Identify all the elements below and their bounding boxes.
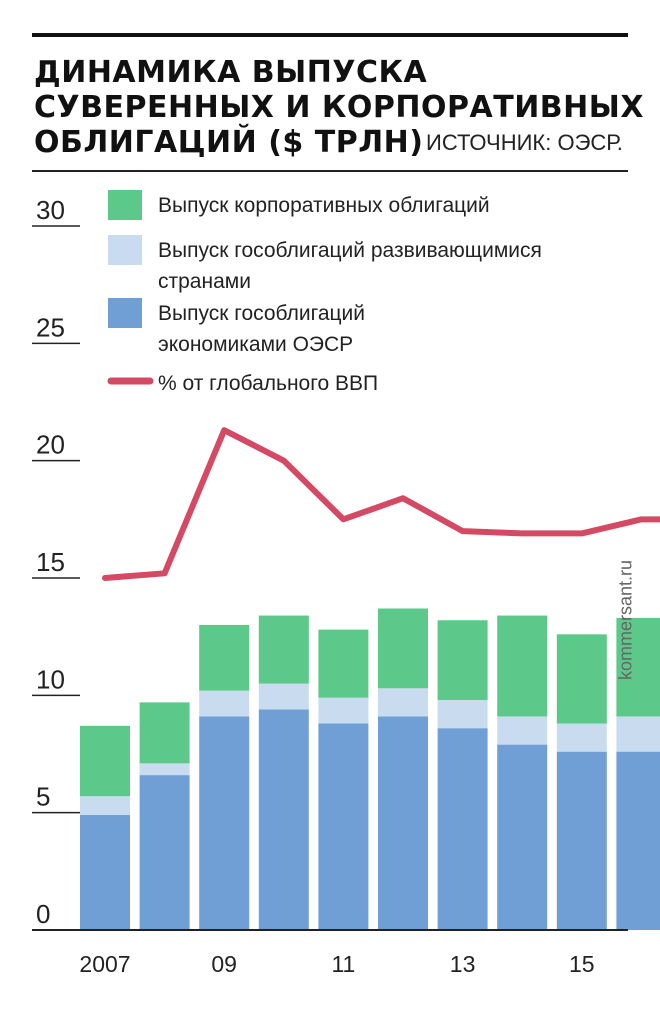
y-tick-label-30: 30 [36,195,65,225]
bar-2012-series-1 [378,688,428,717]
chart-title-line-1: ДИНАМИКА ВЫПУСКА [34,55,428,90]
bar-2011-series-0 [318,723,369,930]
gdp-share-line [102,427,660,581]
y-axis: 0 5 10 15 20 25 30 [32,195,80,931]
bar-2007-series-0 [80,815,130,930]
bar-2014-series-0 [497,744,548,930]
header-divider [32,170,628,172]
legend-swatch-2 [108,298,142,328]
x-tick-label-2007: 2007 [79,951,130,977]
bar-2009-series-1 [199,690,250,717]
bar-2013-series-2 [437,620,488,701]
bar-2008-series-1 [139,763,190,776]
bar-2014-series-2 [497,615,548,717]
y-tick-label-15: 15 [36,547,65,577]
bar-2016-series-0 [616,751,660,930]
legend-swatch-0 [108,190,142,220]
bar-2011-series-2 [318,629,369,698]
bar-2015-series-1 [556,723,607,752]
source-note: ИСТОЧНИК: ОЭСР. [426,130,623,155]
stacked-bars [80,608,660,930]
y-tick-label-25: 25 [36,312,65,342]
bar-2010-series-0 [258,709,309,930]
bar-2012-series-2 [378,608,428,689]
y-tick-label-5: 5 [36,782,50,812]
x-tick-label-2009: 09 [211,951,237,977]
chart-title-line-2: СУВЕРЕННЫХ И КОРПОРАТИВНЫХ [34,90,644,125]
legend: Выпуск корпоративных облигаций Выпуск гос… [107,190,542,395]
y-tick-label-10: 10 [36,664,65,694]
bar-2010-series-2 [258,615,309,684]
x-axis: 20070911131517192124 [32,929,628,977]
x-tick-label-2011: 11 [331,951,355,977]
bar-2014-series-1 [497,716,548,745]
bar-2016-series-2 [616,617,660,717]
legend-label-1-0: Выпуск гособлигаций развивающимися [158,239,542,262]
bar-2016-series-1 [616,716,660,752]
bar-2008-series-2 [139,702,190,764]
watermark: kommersant.ru [615,559,636,681]
bar-2015-series-2 [556,634,607,724]
top-rule [32,33,628,37]
bar-2013-series-0 [437,728,488,930]
bar-2007-series-1 [80,796,130,816]
y-tick-label-20: 20 [36,430,65,460]
bar-2008-series-0 [139,775,190,930]
bar-2009-series-2 [199,624,250,691]
bar-2013-series-1 [437,700,488,729]
legend-swatch-1 [108,235,142,265]
legend-label-3-0: % от глобального ВВП [158,372,378,395]
y-tick-label-0: 0 [36,899,50,929]
bar-2012-series-0 [378,716,428,930]
x-tick-label-2013: 13 [450,951,476,977]
bar-2007-series-2 [80,725,130,797]
chart-title-line-3: ОБЛИГАЦИЙ ($ ТРЛН) [34,125,424,160]
legend-label-0-0: Выпуск корпоративных облигаций [158,194,490,217]
x-tick-label-2015: 15 [569,951,595,977]
legend-label-2-1: экономиками ОЭСР [158,333,353,356]
legend-label-1-1: странами [158,270,251,293]
legend-label-2-0: Выпуск гособлигаций [158,302,365,325]
bar-2010-series-1 [258,683,309,710]
bar-2009-series-0 [199,716,250,930]
bar-2015-series-0 [556,751,607,930]
gdp-share-line-layer: 22 [102,427,660,581]
bar-2011-series-1 [318,697,369,724]
